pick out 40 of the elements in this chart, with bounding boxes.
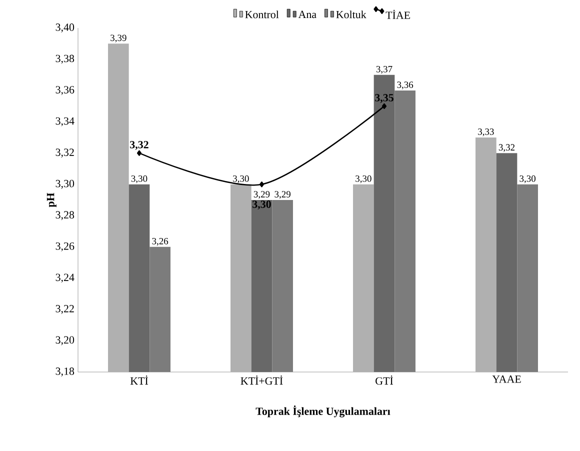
y-tick-label: 3,34 [56, 117, 74, 126]
data-label: 3,37 [376, 66, 392, 74]
data-label: 3,32 [498, 144, 515, 152]
point [136, 150, 142, 156]
point [382, 103, 387, 110]
y-tick-label: 3,26 [56, 242, 74, 252]
data-label: 3,32 [130, 140, 148, 150]
x-tick-label: KTİ+GTİ [240, 376, 283, 385]
x-tick-label: KTİ [130, 376, 148, 385]
data-label: 3,29 [254, 191, 270, 199]
x-tick-label: GTİ [376, 376, 393, 385]
y-tick-label: 3,22 [56, 304, 74, 314]
y-tick-label: 3,36 [56, 86, 74, 96]
y-tick-label: 3,18 [56, 368, 74, 376]
y-tick-label: 3,30 [56, 180, 74, 189]
y-axis-title: pH [46, 192, 56, 208]
data-label: 3,33 [478, 128, 494, 136]
data-label: 3,30 [233, 175, 249, 184]
data-label: 3,39 [110, 34, 126, 42]
data-label: 3,30 [520, 175, 536, 184]
legend-label: TİAE [386, 10, 410, 19]
x-axis-title: Toprak İşleme Uygulamaları [256, 406, 390, 418]
x-tick-label: YAAE [492, 376, 521, 383]
y-tick-label: 3,32 [56, 148, 74, 158]
legend-label: Kontrol [245, 10, 279, 18]
y-tick-label: 3,20 [56, 336, 74, 346]
data-label: 3,30 [252, 200, 271, 210]
y-tick-label: 3,38 [56, 54, 74, 64]
data-label: 3,30 [131, 175, 148, 184]
data-label: 3,30 [356, 175, 372, 184]
data-label: 3,35 [375, 94, 394, 103]
data-label: 3,36 [397, 82, 414, 90]
legend-label: Koltuk [336, 10, 366, 18]
legend-label: Ana [298, 10, 316, 18]
point [259, 182, 264, 188]
data-label: 3,29 [274, 191, 290, 199]
y-tick-label: 3,24 [56, 274, 74, 283]
y-tick-label: 3,40 [56, 24, 74, 32]
y-tick-label: 3,28 [56, 211, 74, 220]
data-label: 3,26 [152, 238, 168, 246]
